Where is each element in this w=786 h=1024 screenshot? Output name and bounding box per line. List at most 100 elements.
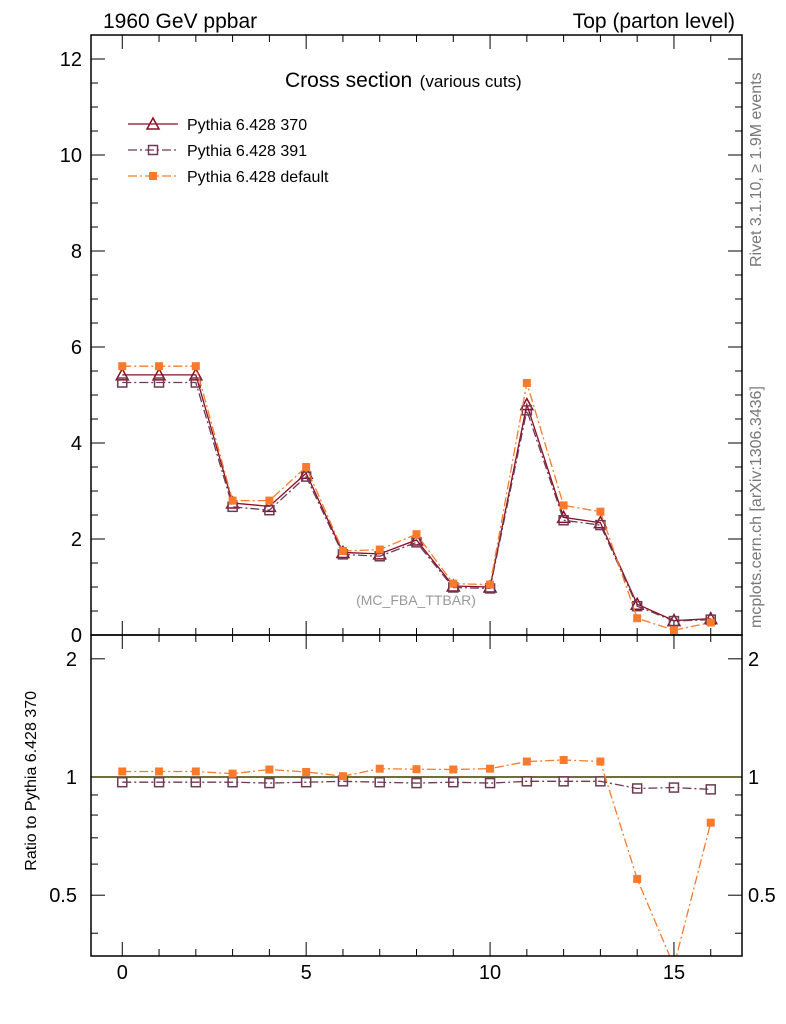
main-y-tick-label: 12 [60,49,82,71]
main-y-tick-label: 6 [71,337,82,359]
ratio-point [300,776,312,788]
main-point [519,397,535,411]
main-y-tick-label: 0 [71,625,82,647]
ratio-point [338,772,347,781]
main-point [558,515,569,526]
ratio-point [153,776,165,788]
main-series-layer [114,362,719,635]
ratio-point [484,777,496,789]
ratio-point [118,767,127,776]
x-tick-label: 0 [117,962,128,984]
main-point [668,615,680,627]
header-left-label: 1960 GeV ppbar [103,10,257,33]
ratio-y-tick-label: 2 [748,649,759,671]
x-tick-label: 10 [479,962,501,984]
main-point [155,362,164,371]
legend-entry: Pythia 6.428 370 [128,116,307,134]
header-right-label: Top (parton level) [573,10,735,33]
ratio-point [559,755,568,764]
ratio-point [558,776,569,787]
ratio-point [486,764,495,773]
main-point [669,626,678,635]
x-tick-label: 15 [663,962,685,984]
legend-label: Pythia 6.428 370 [187,117,307,134]
legend-marker [145,116,161,130]
ratio-point [595,776,606,787]
legend-label: Pythia 6.428 391 [187,143,307,160]
ratio-point [633,874,642,883]
main-point [486,580,495,589]
main-line [122,374,711,622]
legend-entry: Pythia 6.428 default [128,169,329,186]
ratio-series [118,755,715,956]
ratio-point [227,776,238,788]
ratio-plot-frame [90,634,743,957]
main-point [449,579,458,588]
ratio-y-tick-label: 0.5 [49,885,77,907]
ratio-point [191,767,200,776]
main-point [409,532,424,546]
main-axis-ticks: 0 2 4 6 8 10 12 [60,34,742,647]
main-y-tick-label: 2 [71,529,82,551]
main-series [118,362,715,635]
ratio-series-layer [91,755,742,956]
ratio-panel: 0.5 0.5 1 1 2 2 0 5 10 15 [49,634,776,984]
main-point [114,367,130,381]
rivet-version-label: Rivet 3.1.10, ≥ 1.9M events [748,72,765,267]
ratio-point [521,776,533,787]
ratio-y-tick-label: 1 [748,767,759,789]
ratio-point [264,777,275,789]
plot-title: Cross section (various cuts) [285,69,522,92]
ratio-point [117,776,128,788]
legend-entry: Pythia 6.428 391 [128,143,307,160]
main-point [191,362,200,371]
main-point [522,379,531,387]
ratio-y-tick-label: 2 [66,649,77,671]
plot-title-sub: (various cuts) [420,72,522,91]
x-tick-label: 5 [301,962,312,984]
ratio-y-tick-label: 1 [66,767,77,789]
ratio-y-tick-label: 0.5 [748,885,776,907]
ratio-point [190,776,202,788]
ratio-point [302,767,311,776]
ratio-point [155,767,164,776]
ratio-point [448,776,459,788]
ratio-point [449,765,458,774]
main-point [228,496,237,505]
legend-marker [149,172,157,180]
ratio-point [412,765,421,774]
ratio-point [375,764,384,773]
analysis-watermark: (MC_FBA_TTBAR) [356,592,476,608]
main-point [633,614,642,623]
ratio-point [374,776,385,788]
main-point [631,600,643,612]
ratio-point [411,777,422,789]
ratio-point [522,757,531,766]
ratio-point [228,769,237,778]
main-point [629,596,645,611]
main-point [375,545,384,554]
main-line [122,365,711,631]
main-line [122,381,711,622]
main-point [596,507,605,516]
legend-marker [147,144,159,156]
main-point [556,509,571,524]
main-panel: 0 2 4 6 8 10 12 Cross section (various cuts) P… [60,34,743,647]
ratio-point [706,818,715,827]
main-point [264,504,275,516]
main-point [706,618,715,627]
ratio-point [705,784,716,795]
ratio-line [122,759,712,956]
legend-label: Pythia 6.428 default [187,169,329,186]
main-point [151,367,167,381]
main-y-tick-label: 4 [71,433,82,455]
main-point [118,362,127,371]
ratio-point [668,782,680,793]
mcplots-label: mcplots.cern.ch [arXiv:1306.3436] [748,386,765,628]
ratio-point [265,765,274,774]
ratio-point [596,757,605,766]
legend: Pythia 6.428 370 Pythia 6.428 391 Pythia 6… [128,116,329,186]
ratio-line [122,780,711,791]
main-point [559,501,568,510]
